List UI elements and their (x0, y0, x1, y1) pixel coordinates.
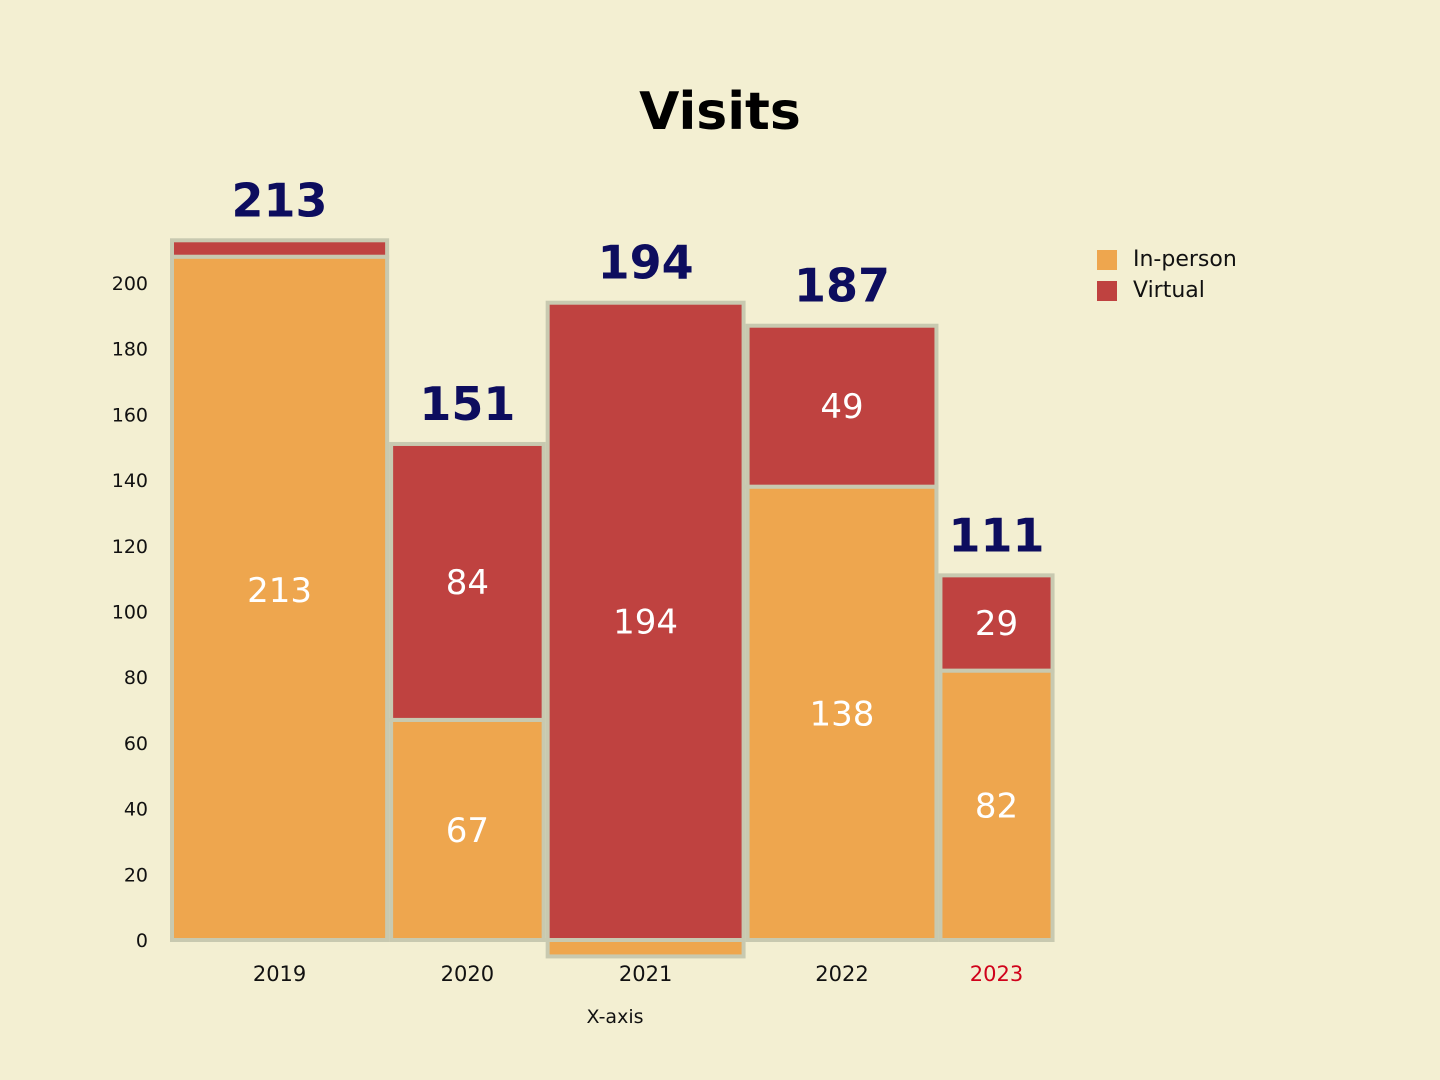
y-tick-label: 100 (112, 602, 148, 624)
legend-item-in-person: In-person (1097, 244, 1237, 275)
bar-segment-in-person (938, 668, 1055, 942)
y-tick-label: 120 (112, 536, 148, 558)
y-tick-label: 80 (124, 667, 148, 689)
bar-segment-in-person (545, 938, 746, 959)
legend-swatch (1097, 249, 1117, 270)
y-tick-label: 60 (124, 733, 148, 755)
y-tick-label: 160 (112, 404, 148, 426)
bar-segment-in-person (170, 254, 390, 943)
y-tick-label: 0 (136, 930, 148, 952)
bar-segment-in-person (745, 484, 939, 942)
segment-label: 84 (446, 563, 489, 603)
y-tick-label: 180 (112, 339, 148, 361)
segment-label: 194 (613, 602, 678, 642)
y-tick-label: 40 (124, 799, 148, 821)
x-tick-label: 2019 (253, 962, 306, 986)
bar-segment-virtual (745, 323, 939, 489)
segment-label: 67 (446, 811, 489, 851)
segment-label: 213 (247, 571, 312, 611)
legend-label: In-person (1133, 247, 1237, 272)
total-label: 187 (794, 259, 890, 313)
bar-segment-virtual (170, 238, 390, 259)
legend-label: Virtual (1133, 278, 1205, 303)
legend-item-virtual: Virtual (1097, 275, 1237, 306)
total-label: 213 (232, 173, 328, 227)
bar-segment-virtual (938, 573, 1055, 673)
x-axis-label: X-axis (587, 1006, 644, 1028)
x-tick-label: 2023 (970, 962, 1023, 986)
segment-label: 138 (810, 694, 875, 734)
total-label: 194 (598, 236, 694, 290)
chart-title: Visits (639, 82, 801, 142)
segment-label: 82 (975, 786, 1018, 826)
legend-swatch (1097, 280, 1117, 301)
total-label: 111 (948, 508, 1044, 562)
legend: In-person Virtual (1097, 244, 1237, 306)
bar-segment-virtual (389, 441, 546, 722)
x-tick-label: 2020 (441, 962, 494, 986)
y-tick-label: 20 (124, 864, 148, 886)
segment-label: 29 (975, 604, 1018, 644)
x-tick-label: 2021 (619, 962, 672, 986)
total-label: 151 (419, 377, 515, 431)
y-tick-label: 140 (112, 470, 148, 492)
bar-segment-virtual (545, 300, 746, 942)
y-tick-label: 200 (112, 273, 148, 295)
x-tick-label: 2022 (815, 962, 868, 986)
segment-label: 49 (820, 387, 863, 427)
